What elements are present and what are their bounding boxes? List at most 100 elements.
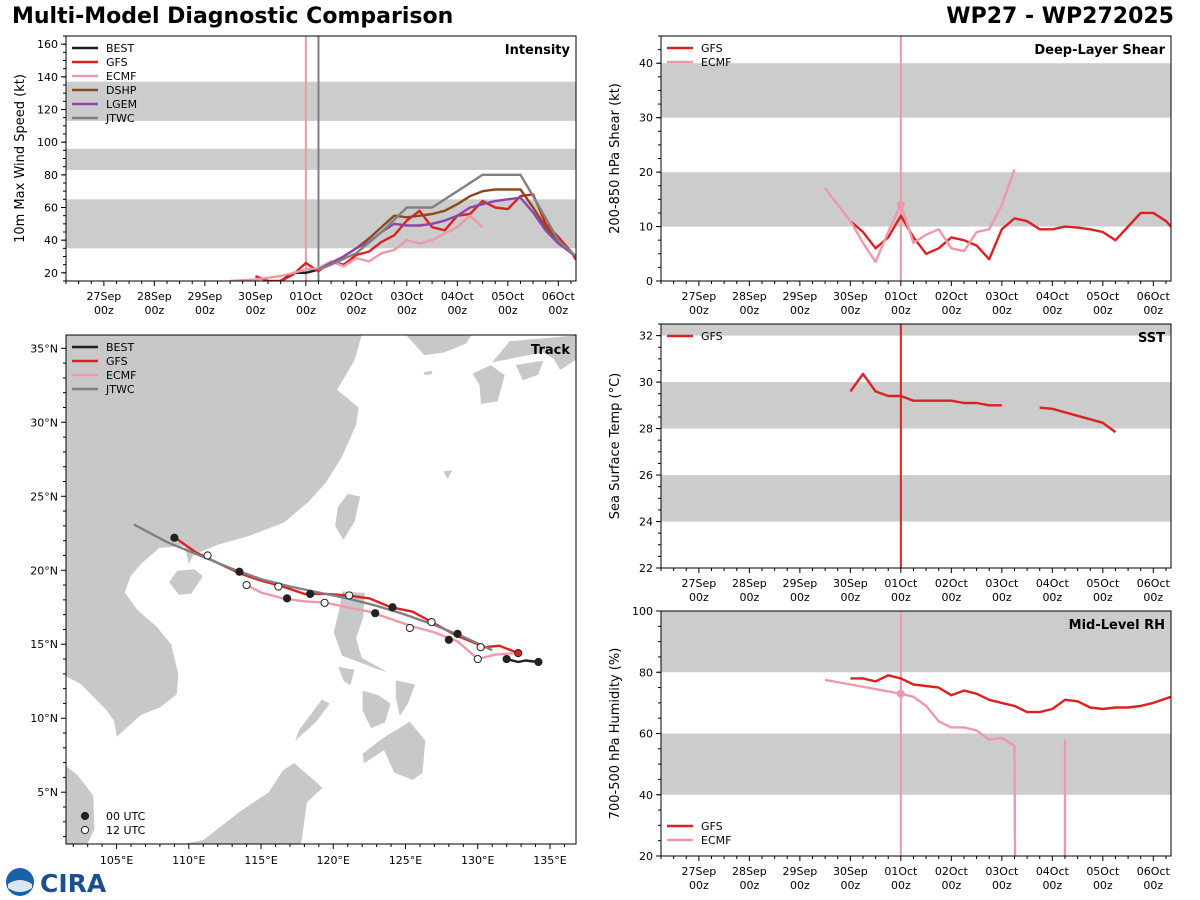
sst-series-gfs	[849, 372, 1002, 407]
intensity-xtick-label: 01Oct	[289, 290, 323, 303]
track-fix-point	[320, 598, 329, 607]
intensity-series-gfs	[254, 193, 576, 281]
shear-xtick-hour: 00z	[790, 304, 810, 317]
rh-ytick-label: 20	[639, 850, 653, 863]
sst-xtick-hour: 00z	[941, 591, 961, 604]
shear-xtick-hour: 00z	[1042, 304, 1062, 317]
sst-xtick-label: 05Oct	[1086, 577, 1120, 590]
sst-xtick-label: 04Oct	[1036, 577, 1070, 590]
track-legend-label-ecmf: ECMF	[106, 369, 136, 382]
storm-id-title: WP27 - WP272025	[946, 4, 1174, 29]
rh-plot-area	[661, 611, 1171, 856]
shear-xtick-hour: 00z	[840, 304, 860, 317]
track-fix-point	[534, 657, 543, 667]
intensity-xtick-hour: 00z	[397, 304, 417, 317]
land-ryukyu	[442, 469, 454, 481]
sst-xtick-hour: 00z	[992, 591, 1012, 604]
track-xtick-label: 115°E	[244, 854, 277, 867]
track-fix-point	[388, 603, 397, 612]
intensity-xtick-label: 04Oct	[441, 290, 475, 303]
shear-xtick-label: 02Oct	[935, 290, 969, 303]
land-asia-mainland	[66, 335, 363, 739]
intensity-ytick-label: 40	[44, 234, 58, 247]
track-fix-point	[274, 582, 283, 591]
rh-xtick-hour: 00z	[790, 879, 810, 892]
shear-ytick-label: 0	[646, 275, 653, 288]
sst-band	[661, 324, 1171, 336]
rh-xtick-hour: 00z	[941, 879, 961, 892]
track-ytick-label: 10°N	[30, 712, 58, 725]
intensity-xtick-hour: 00z	[245, 304, 265, 317]
track-ytick-label: 15°N	[30, 638, 58, 651]
intensity-legend-label-lgem: LGEM	[106, 98, 137, 111]
rh-series-gfs	[850, 674, 1171, 714]
rh-ytick-label: 40	[639, 789, 653, 802]
track-legend-label-best: BEST	[106, 341, 134, 354]
sst-ytick-label: 22	[639, 562, 653, 575]
land-hainan	[168, 568, 204, 596]
intensity-ytick-label: 100	[37, 136, 58, 149]
shear-ytick-label: 20	[639, 166, 653, 179]
land-taiwan	[334, 492, 362, 542]
rh-xtick-label: 27Sep	[682, 865, 717, 878]
land-honshu	[489, 335, 576, 372]
intensity-xtick-label: 05Oct	[491, 290, 525, 303]
shear-xtick-hour: 00z	[992, 304, 1012, 317]
intensity-ytick-label: 160	[37, 38, 58, 51]
land-korea	[404, 335, 473, 357]
track-marker-legend-dot	[80, 825, 90, 835]
land-kyushu	[471, 364, 506, 405]
track-ytick-label: 20°N	[30, 564, 58, 577]
shear-ytick-label: 10	[639, 221, 653, 234]
rh-xtick-label: 04Oct	[1036, 865, 1070, 878]
track-fix-point	[306, 589, 315, 599]
rh-ylabel: 700-500 hPa Humidity (%)	[608, 648, 623, 820]
intensity-ytick-label: 80	[44, 169, 58, 182]
shear-xtick-label: 01Oct	[884, 290, 918, 303]
sst-xtick-hour: 00z	[891, 591, 911, 604]
intensity-series-lgem	[317, 196, 576, 271]
rh-band	[661, 611, 1171, 673]
track-marker-legend-label: 00 UTC	[106, 810, 146, 823]
intensity-xtick-hour: 00z	[548, 304, 568, 317]
land-sulawesi-north	[333, 843, 403, 844]
track-fix-point	[514, 649, 523, 658]
intensity-ylabel: 10m Max Wind Speed (kt)	[13, 74, 28, 243]
intensity-ytick-label: 60	[44, 202, 58, 215]
intensity-ytick-label: 120	[37, 104, 58, 117]
rh-title: Mid-Level RH	[1069, 618, 1165, 633]
land-palawan	[293, 698, 332, 743]
intensity-panel: 27Sep00z28Sep00z29Sep00z30Sep00z01Oct00z…	[13, 35, 577, 317]
rh-xtick-label: 29Sep	[782, 865, 817, 878]
sst-xtick-label: 27Sep	[682, 577, 717, 590]
sst-xtick-hour: 00z	[689, 591, 709, 604]
track-fix-point	[502, 654, 511, 664]
shear-xtick-label: 03Oct	[985, 290, 1019, 303]
rh-band	[661, 733, 1171, 795]
shear-title: Deep-Layer Shear	[1034, 43, 1165, 58]
rh-marker-ecmf	[896, 689, 905, 698]
track-ytick-label: 30°N	[30, 416, 58, 429]
sst-xtick-hour: 00z	[1042, 591, 1062, 604]
shear-xtick-label: 05Oct	[1086, 290, 1120, 303]
sst-xtick-label: 06Oct	[1137, 577, 1171, 590]
sst-band	[661, 382, 1171, 429]
sst-xtick-hour: 00z	[840, 591, 860, 604]
intensity-legend-label-best: BEST	[106, 42, 134, 55]
shear-series-gfs	[849, 211, 1171, 261]
track-xtick-label: 110°E	[172, 854, 205, 867]
track-fix-point	[371, 609, 380, 618]
intensity-ytick-label: 140	[37, 71, 58, 84]
track-ytick-label: 35°N	[30, 342, 58, 355]
rh-xtick-hour: 00z	[992, 879, 1012, 892]
rh-ytick-label: 100	[632, 605, 653, 618]
track-xtick-label: 135°E	[533, 854, 566, 867]
land-mindanao	[361, 720, 427, 781]
track-xtick-label: 105°E	[100, 854, 133, 867]
rh-xtick-hour: 00z	[1042, 879, 1062, 892]
sst-ylabel: Sea Surface Temp (°C)	[608, 373, 623, 520]
intensity-xtick-hour: 00z	[144, 304, 164, 317]
sst-xtick-label: 28Sep	[732, 577, 767, 590]
track-marker-legend-dot	[80, 811, 90, 821]
land-mindoro	[336, 665, 356, 687]
